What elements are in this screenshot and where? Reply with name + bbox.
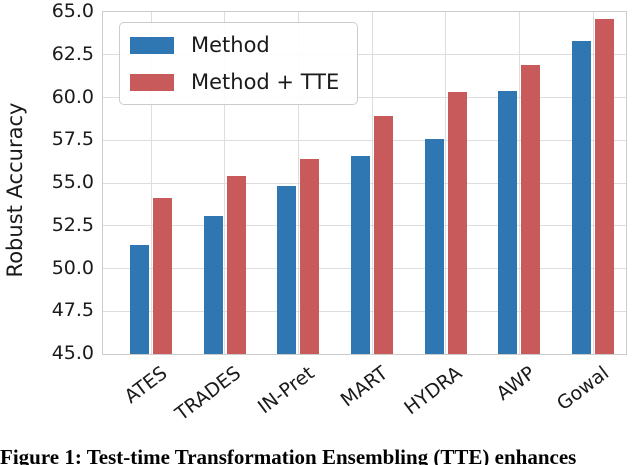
y-axis-label: Robust Accuracy: [3, 102, 27, 278]
bar-method-tte-ATES: [153, 198, 172, 354]
bar-method-tte-HYDRA: [447, 92, 467, 354]
y-tick-label-60.0: 60.0: [51, 85, 94, 108]
bar-method-HYDRA: [424, 138, 444, 354]
y-tick-label-47.5: 47.5: [51, 299, 94, 322]
plot-area: Method Method + TTE: [102, 11, 627, 355]
x-tick-label-HYDRA: HYDRA: [399, 362, 466, 420]
x-tick-label-AWP: AWP: [492, 362, 540, 405]
legend-swatch-method-tte: [130, 73, 174, 91]
bar-method-MART: [351, 155, 370, 354]
legend: Method Method + TTE: [119, 22, 359, 105]
legend-label-method: Method: [191, 33, 270, 57]
bar-method-tte-Gowal: [595, 18, 614, 354]
legend-item-method-tte: Method + TTE: [130, 69, 339, 95]
bar-method-Gowal: [572, 41, 591, 354]
horizontal-gridline-60: [103, 97, 626, 98]
x-tick-label-ATES: ATES: [120, 362, 172, 408]
bar-method-TRADES: [203, 215, 223, 354]
bar-method-tte-AWP: [521, 65, 541, 354]
legend-swatch-method: [130, 36, 174, 54]
horizontal-gridline-57.5: [103, 139, 626, 141]
y-tick-label-55.0: 55.0: [51, 171, 94, 193]
y-tick-label-50.0: 50.0: [51, 256, 94, 279]
y-tick-label-45.0: 45.0: [51, 342, 94, 364]
y-tick-label-52.5: 52.5: [51, 213, 94, 236]
bar-method-tte-MART: [374, 116, 393, 354]
x-tick-label-Gowal: Gowal: [553, 362, 614, 415]
x-tick-label-IN-Pret: IN-Pret: [253, 362, 319, 419]
y-tick-label-57.5: 57.5: [51, 128, 94, 151]
horizontal-gridline-62.5: [103, 54, 626, 56]
bar-method-IN-Pret: [277, 186, 297, 354]
x-tick-label-MART: MART: [336, 362, 393, 412]
bar-method-tte-TRADES: [226, 176, 246, 354]
x-tick-label-TRADES: TRADES: [171, 362, 245, 426]
bar-method-AWP: [498, 90, 518, 354]
bar-method-ATES: [130, 244, 149, 354]
y-tick-label-62.5: 62.5: [51, 42, 94, 65]
bar-method-tte-IN-Pret: [300, 159, 320, 354]
legend-label-method-tte: Method + TTE: [191, 70, 340, 94]
legend-item-method: Method: [130, 32, 339, 58]
figure-caption: Figure 1: Test-time Transformation Ensem…: [0, 445, 577, 465]
y-tick-label-65.0: 65.0: [51, 0, 94, 22]
